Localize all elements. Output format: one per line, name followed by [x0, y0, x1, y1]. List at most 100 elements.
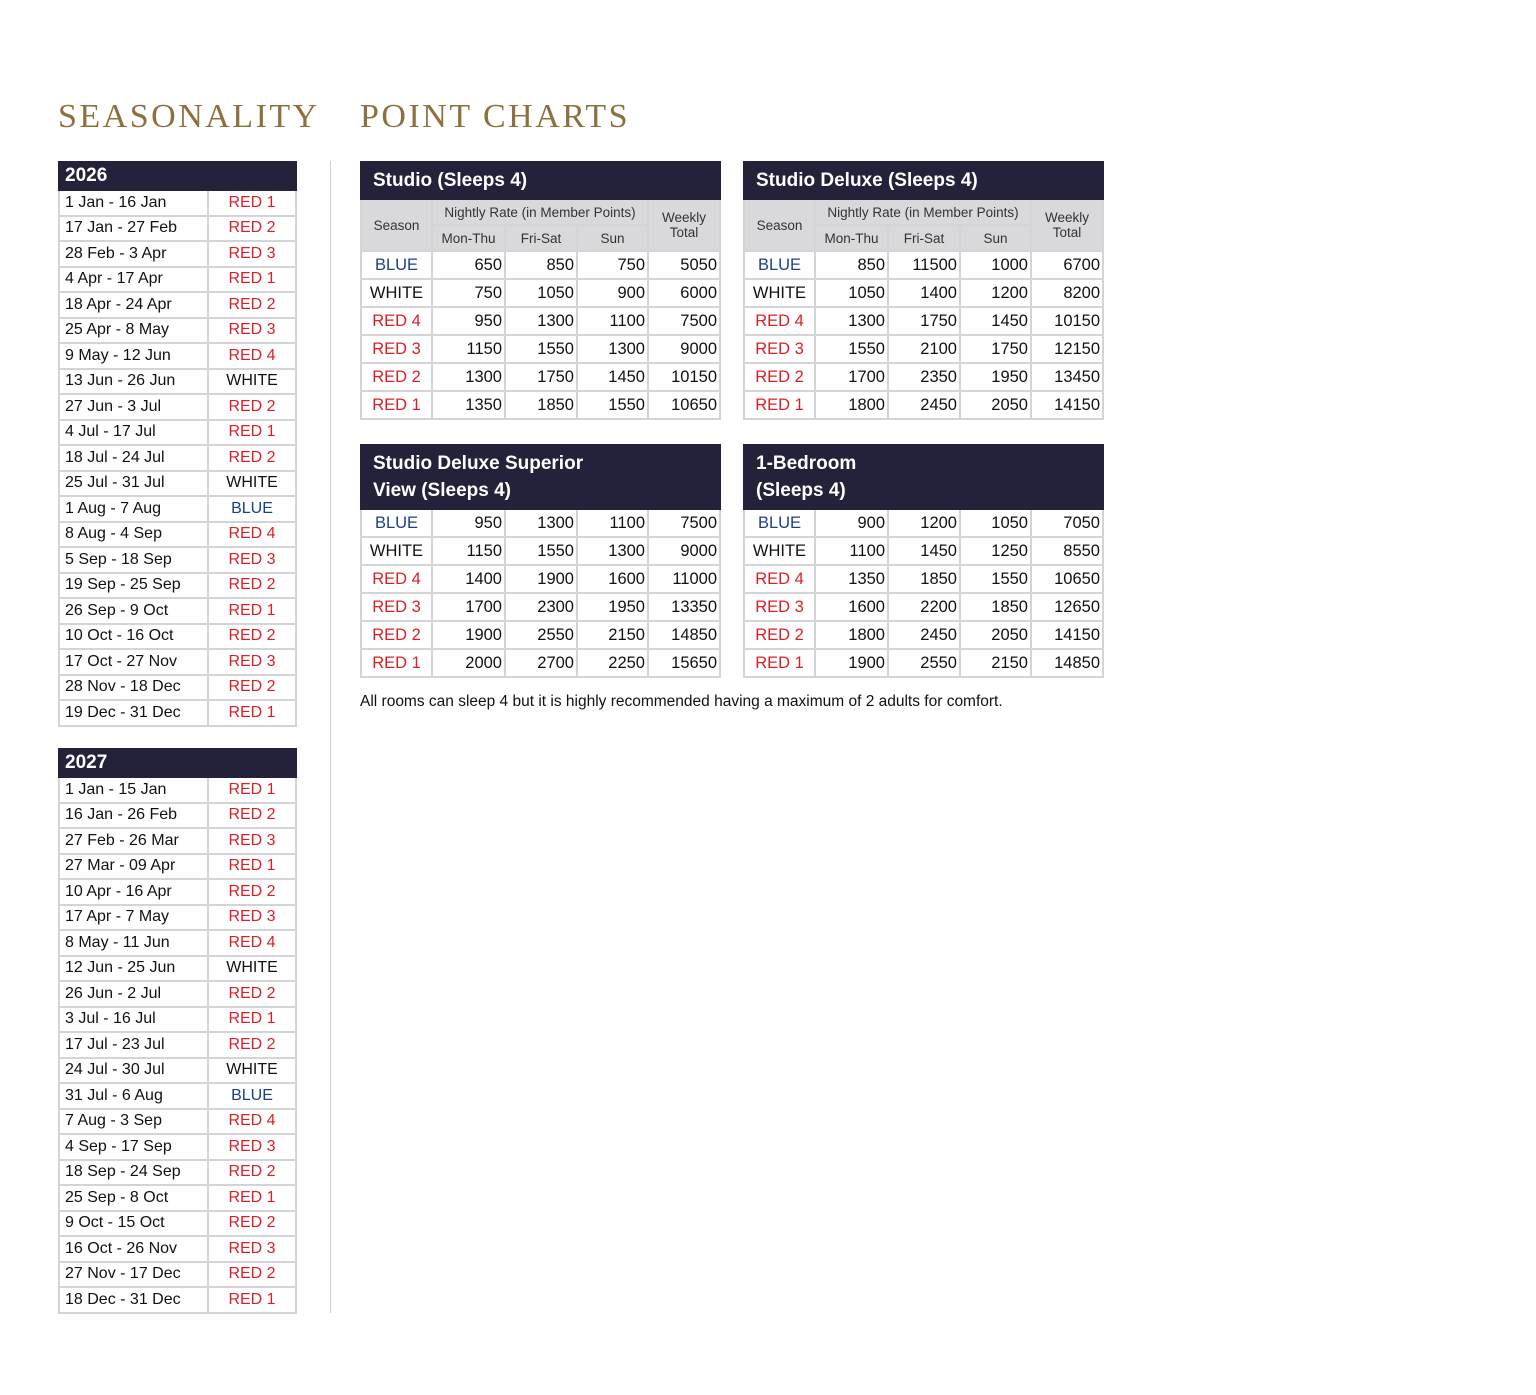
season-label: RED 2 — [207, 1260, 297, 1288]
season-label: RED 3 — [207, 1133, 297, 1161]
points: 12650 — [1030, 592, 1104, 622]
season-label: RED 4 — [207, 520, 297, 548]
date-range: 31 Jul - 6 Aug — [58, 1082, 209, 1110]
title-line: Studio Deluxe (Sleeps 4) — [756, 170, 978, 191]
points: 1150 — [431, 536, 506, 566]
column-header: Sun — [576, 224, 649, 252]
season-row: 5 Sep - 18 Sep RED 3 — [58, 546, 297, 574]
points: 2150 — [959, 648, 1032, 678]
column-header: Season — [743, 198, 816, 252]
points: 1750 — [504, 362, 578, 392]
points: 1550 — [814, 334, 889, 364]
season-label: RED 2 — [207, 444, 297, 472]
season-label: WHITE — [207, 954, 297, 982]
header-row: 2027 — [58, 748, 297, 778]
date-range: 1 Jan - 15 Jan — [58, 776, 209, 804]
season-label: RED 2 — [743, 362, 816, 392]
season-row: 25 Jul - 31 Jul WHITE — [58, 469, 297, 497]
date-range: 5 Sep - 18 Sep — [58, 546, 209, 574]
season-label: WHITE — [360, 278, 433, 308]
season-row: 19 Sep - 25 Sep RED 2 — [58, 571, 297, 599]
rate-row: RED 3 1150 1550 1300 9000 — [360, 334, 722, 364]
season-label: RED 1 — [360, 648, 433, 678]
season-row: 9 Oct - 15 Oct RED 2 — [58, 1209, 297, 1237]
season-label: RED 3 — [207, 903, 297, 931]
date-range: 18 Jul - 24 Jul — [58, 444, 209, 472]
points: 14850 — [646, 620, 722, 650]
rate-row: RED 3 1700 2300 1950 13350 — [360, 592, 722, 622]
points: 12150 — [1029, 334, 1105, 364]
date-range: 18 Sep - 24 Sep — [58, 1158, 209, 1186]
points: 1050 — [814, 278, 889, 308]
points: 1700 — [431, 592, 506, 622]
season-label: RED 2 — [207, 622, 297, 650]
points: 1450 — [887, 536, 961, 566]
title-line: View (Sleeps 4) — [373, 480, 511, 501]
points: 1900 — [814, 648, 889, 678]
season-label: RED 3 — [360, 592, 433, 622]
rate-row: RED 1 2000 2700 2250 15650 — [360, 648, 722, 678]
title-line: 1-Bedroom — [756, 453, 857, 474]
points: 9000 — [646, 334, 722, 364]
title-row: Studio (Sleeps 4) — [359, 161, 722, 200]
points: 1400 — [431, 564, 506, 594]
year: 2027 — [58, 748, 297, 778]
points: 1300 — [814, 306, 889, 336]
date-range: 13 Jun - 26 Jun — [58, 367, 209, 395]
season-row: 3 Jul - 16 Jul RED 1 — [58, 1005, 297, 1033]
point-chart: Studio (Sleeps 4) Season Nightly Rate (in … — [359, 161, 722, 420]
season-row: 17 Oct - 27 Nov RED 3 — [58, 648, 297, 676]
points: 2550 — [887, 648, 961, 678]
points: 1150 — [431, 334, 506, 364]
season-row: 27 Nov - 17 Dec RED 2 — [58, 1260, 297, 1288]
date-range: 12 Jun - 25 Jun — [58, 954, 209, 982]
points: 850 — [814, 250, 889, 280]
season-label: RED 2 — [360, 620, 433, 650]
season-label: RED 3 — [207, 240, 297, 268]
season-label: BLUE — [743, 508, 816, 538]
points: 9000 — [646, 536, 722, 566]
chart-title: Studio Deluxe Superior View (Sleeps 4) — [359, 444, 722, 510]
points: 1450 — [959, 306, 1032, 336]
column-header-row: Season Nightly Rate (in Member Points) Wee… — [743, 198, 1105, 252]
points: 1750 — [959, 334, 1032, 364]
date-range: 4 Apr - 17 Apr — [58, 265, 209, 293]
season-label: RED 2 — [207, 801, 297, 829]
date-range: 8 May - 11 Jun — [58, 929, 209, 957]
season-label: RED 2 — [207, 214, 297, 242]
season-row: 9 May - 12 Jun RED 4 — [58, 342, 297, 370]
season-label: RED 2 — [207, 393, 297, 421]
points: 1100 — [814, 536, 889, 566]
points: 2150 — [576, 620, 649, 650]
points: 14150 — [1030, 620, 1104, 650]
title-row: Studio Deluxe Superior View (Sleeps 4) — [359, 444, 722, 510]
points: 1300 — [576, 334, 649, 364]
points: 6000 — [646, 278, 722, 308]
rate-row: RED 2 1800 2450 2050 14150 — [743, 620, 1104, 650]
points: 10150 — [1029, 306, 1105, 336]
points: 2450 — [887, 390, 961, 420]
column-header-row: Mon-Thu Fri-Sat Sun — [744, 224, 1103, 252]
title-row: 1-Bedroom (Sleeps 4) — [743, 444, 1104, 510]
points: 1900 — [504, 564, 578, 594]
season-label: RED 4 — [743, 306, 816, 336]
season-label: RED 1 — [360, 390, 433, 420]
chart-title: 1-Bedroom (Sleeps 4) — [743, 444, 1104, 510]
points: 1950 — [959, 362, 1032, 392]
season-label: RED 2 — [207, 291, 297, 319]
date-range: 17 Jan - 27 Feb — [58, 214, 209, 242]
season-row: 28 Nov - 18 Dec RED 2 — [58, 673, 297, 701]
points: 950 — [431, 306, 506, 336]
date-range: 28 Nov - 18 Dec — [58, 673, 209, 701]
season-row: 24 Jul - 30 Jul WHITE — [58, 1056, 297, 1084]
season-table: 2027 1 Jan - 15 Jan RED 1 16 Jan - 26 Feb RE… — [58, 748, 297, 1314]
points: 11500 — [887, 250, 961, 280]
date-range: 25 Sep - 8 Oct — [58, 1184, 209, 1212]
points: 1250 — [959, 536, 1032, 566]
points: 1800 — [814, 390, 889, 420]
season-label: WHITE — [360, 536, 433, 566]
season-row: 1 Jan - 15 Jan RED 1 — [58, 776, 297, 804]
points: 2350 — [887, 362, 961, 392]
rate-row: RED 4 950 1300 1100 7500 — [360, 306, 722, 336]
